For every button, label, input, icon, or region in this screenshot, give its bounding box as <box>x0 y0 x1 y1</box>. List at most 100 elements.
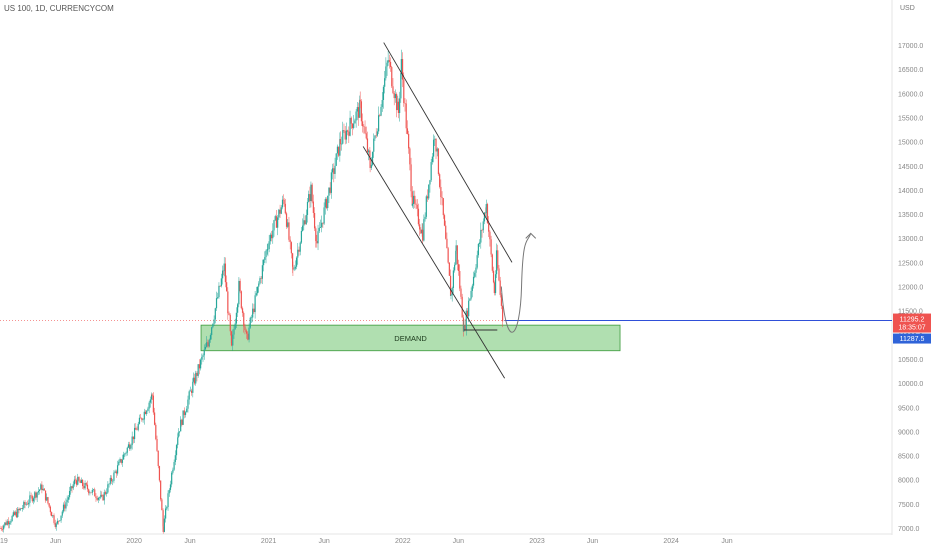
candle-body <box>342 130 344 144</box>
candle-body <box>434 138 436 140</box>
candle-body <box>437 148 440 175</box>
candle-body <box>312 201 314 213</box>
current-price-tag <box>893 313 931 333</box>
candle-body <box>379 115 381 116</box>
candle-body <box>161 499 163 511</box>
candle-body <box>280 207 282 214</box>
candle-body <box>423 219 425 241</box>
candle-body <box>294 266 296 269</box>
candle-body <box>143 411 145 420</box>
candle-body <box>201 356 203 360</box>
candle-body <box>133 427 136 440</box>
candle-body <box>174 455 176 463</box>
candle-body <box>64 504 66 509</box>
candle-body <box>18 508 20 511</box>
candle-body <box>278 209 280 218</box>
candle-body <box>24 501 26 505</box>
candle-body <box>59 520 61 521</box>
candle-body <box>393 92 395 99</box>
candle-body <box>339 138 341 145</box>
y-tick-label: 14500.0 <box>898 164 923 171</box>
candle-body <box>3 525 5 530</box>
candle-body <box>198 364 200 369</box>
candle-body <box>293 268 295 270</box>
y-tick-label: 9000.0 <box>898 429 920 436</box>
bid-price-text: 11287.5 <box>900 336 925 343</box>
candle-body <box>499 280 501 295</box>
candle-body <box>84 483 86 489</box>
candle-body <box>410 164 412 192</box>
candle-body <box>230 331 233 344</box>
candle-body <box>58 520 60 522</box>
candle-body <box>90 492 92 494</box>
candle-body <box>324 199 326 208</box>
candle-body <box>311 184 313 202</box>
candle-body <box>334 165 336 174</box>
x-tick-label: Jun <box>587 538 598 545</box>
candle-body <box>235 312 238 324</box>
candle-body <box>479 242 481 244</box>
candle-body <box>237 304 239 313</box>
candle-body <box>415 203 417 205</box>
candle-body <box>149 399 151 403</box>
candle-body <box>263 259 265 266</box>
x-tick-label: 2024 <box>663 538 679 545</box>
candle-body <box>428 184 430 199</box>
candle-body <box>316 241 318 244</box>
candle-body <box>442 198 444 216</box>
candle-body <box>461 296 463 318</box>
candle-body <box>422 229 424 241</box>
candle-body <box>313 212 316 229</box>
candle-body <box>46 497 48 501</box>
candle-body <box>439 174 441 187</box>
candle-body <box>197 364 199 376</box>
candle-body <box>344 131 346 140</box>
candle-body <box>457 264 460 272</box>
candle-body <box>186 408 188 413</box>
candle-body <box>144 411 147 415</box>
candle-body <box>44 490 47 501</box>
candle-body <box>321 222 323 228</box>
candle-body <box>162 526 164 532</box>
candle-body <box>481 230 483 231</box>
candle-body <box>468 300 470 317</box>
candle-body <box>370 164 372 168</box>
candle-body <box>158 466 161 481</box>
candle-body <box>394 94 397 99</box>
y-tick-label: 7000.0 <box>898 526 920 533</box>
candle-body <box>420 229 422 234</box>
candle-body <box>345 130 348 140</box>
candle-body <box>445 225 447 239</box>
candle-body <box>209 335 212 340</box>
projected-path <box>500 233 532 333</box>
candle-body <box>202 355 204 357</box>
candle-body <box>192 377 194 382</box>
candle-body <box>380 107 382 116</box>
candle-body <box>22 507 24 509</box>
candle-body <box>150 394 153 400</box>
candle-body <box>129 448 131 450</box>
candle-body <box>483 212 486 222</box>
candle-body <box>83 486 85 489</box>
candle-body <box>323 207 325 224</box>
candle-body <box>15 511 17 515</box>
candle-body <box>446 238 448 249</box>
candle-body <box>140 417 142 419</box>
candle-body <box>498 268 500 281</box>
candle-body <box>373 138 375 152</box>
candle-body <box>78 476 80 481</box>
candle-body <box>82 479 84 487</box>
candle-body <box>353 123 355 128</box>
candle-body <box>425 196 427 217</box>
candle-body <box>29 495 31 503</box>
candle-body <box>447 248 449 263</box>
candle-body <box>19 508 21 511</box>
candle-body <box>155 424 157 440</box>
candle-body <box>224 263 227 283</box>
candle-body <box>32 498 35 502</box>
candle-body <box>476 255 478 268</box>
candle-body <box>25 503 27 505</box>
candle-body <box>215 298 218 309</box>
